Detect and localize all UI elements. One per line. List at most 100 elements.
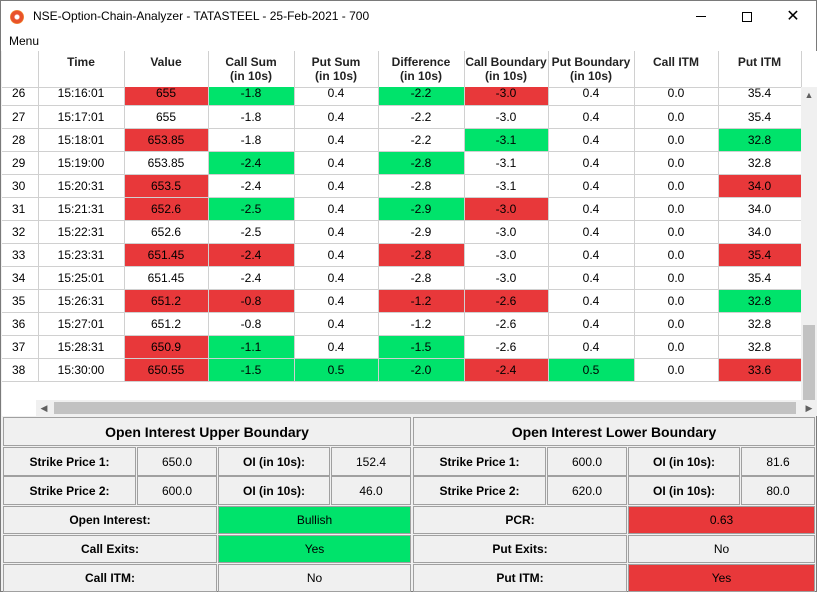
cell-value: 653.5 bbox=[124, 174, 209, 198]
cell-put-itm: 34.0 bbox=[718, 174, 801, 198]
cell-index: 37 bbox=[2, 335, 39, 359]
put-exits-label: Put Exits: bbox=[413, 535, 627, 563]
table-body: 26 15:16:01 655 -1.8 0.4 -2.2 -3.0 0.4 0.0 35.4 27… bbox=[2, 87, 801, 382]
cell-difference: -2.2 bbox=[378, 105, 465, 129]
horizontal-scrollbar[interactable]: ◀ ▶ bbox=[36, 400, 817, 416]
table-row[interactable]: 34 15:25:01 651.45 -2.4 0.4 -2.8 -3.0 0.4 0.0 35.… bbox=[2, 266, 801, 290]
oi-upper-oi2-value: 46.0 bbox=[331, 476, 411, 505]
cell-time: 15:17:01 bbox=[38, 105, 125, 129]
oi-lower-oi1-label: OI (in 10s): bbox=[628, 447, 740, 476]
window-title: NSE-Option-Chain-Analyzer - TATASTEEL - … bbox=[33, 9, 370, 23]
column-header-line1: Put ITM bbox=[737, 55, 782, 69]
oi-lower-strike2-label: Strike Price 2: bbox=[413, 476, 546, 505]
cell-index: 34 bbox=[2, 266, 39, 290]
cell-put-boundary: 0.4 bbox=[548, 335, 635, 359]
cell-time: 15:22:31 bbox=[38, 220, 125, 244]
cell-put-sum: 0.4 bbox=[294, 289, 379, 313]
column-header-put-sum[interactable]: Put Sum (in 10s) bbox=[294, 51, 379, 88]
column-header-call-sum[interactable]: Call Sum (in 10s) bbox=[208, 51, 295, 88]
table-row[interactable]: 37 15:28:31 650.9 -1.1 0.4 -1.5 -2.6 0.4 0.0 32.8 bbox=[2, 335, 801, 359]
cell-value: 652.6 bbox=[124, 197, 209, 221]
table-row[interactable]: 36 15:27:01 651.2 -0.8 0.4 -1.2 -2.6 0.4 0.0 32.8 bbox=[2, 312, 801, 336]
maximize-button[interactable] bbox=[724, 1, 770, 32]
cell-time: 15:20:31 bbox=[38, 174, 125, 198]
column-header-line1: Time bbox=[67, 55, 95, 69]
cell-put-boundary: 0.4 bbox=[548, 174, 635, 198]
cell-put-boundary: 0.4 bbox=[548, 243, 635, 267]
cell-call-itm: 0.0 bbox=[634, 220, 719, 244]
column-header-put-itm[interactable]: Put ITM bbox=[718, 51, 802, 88]
oi-lower-strike2-value: 620.0 bbox=[547, 476, 627, 505]
table-row[interactable]: 38 15:30:00 650.55 -1.5 0.5 -2.0 -2.4 0.5 0.0 33.… bbox=[2, 358, 801, 382]
cell-call-sum: -2.4 bbox=[208, 151, 295, 175]
cell-call-boundary: -3.0 bbox=[464, 220, 549, 244]
table-row[interactable]: 29 15:19:00 653.85 -2.4 0.4 -2.8 -3.1 0.4 0.0 32.… bbox=[2, 151, 801, 175]
scroll-left-icon[interactable]: ◀ bbox=[40, 403, 48, 413]
cell-put-itm: 35.4 bbox=[718, 105, 801, 129]
scroll-right-icon[interactable]: ▶ bbox=[805, 403, 813, 413]
cell-call-itm: 0.0 bbox=[634, 335, 719, 359]
column-header-call-itm[interactable]: Call ITM bbox=[634, 51, 719, 88]
cell-call-boundary: -3.0 bbox=[464, 87, 549, 106]
cell-put-sum: 0.4 bbox=[294, 220, 379, 244]
column-header-time[interactable]: Time bbox=[38, 51, 125, 88]
column-header-value[interactable]: Value bbox=[124, 51, 209, 88]
column-header-put-boundary[interactable]: Put Boundary (in 10s) bbox=[548, 51, 635, 88]
table-row[interactable]: 28 15:18:01 653.85 -1.8 0.4 -2.2 -3.1 0.4 0.0 32.… bbox=[2, 128, 801, 152]
cell-call-boundary: -3.1 bbox=[464, 151, 549, 175]
oi-upper-oi1-label: OI (in 10s): bbox=[218, 447, 330, 476]
cell-time: 15:27:01 bbox=[38, 312, 125, 336]
title-bar[interactable]: NSE-Option-Chain-Analyzer - TATASTEEL - … bbox=[1, 1, 816, 32]
cell-call-sum: -2.4 bbox=[208, 266, 295, 290]
oi-lower-title: Open Interest Lower Boundary bbox=[413, 417, 815, 446]
table-row[interactable]: 32 15:22:31 652.6 -2.5 0.4 -2.9 -3.0 0.4 0.0 34.0 bbox=[2, 220, 801, 244]
table-row[interactable]: 33 15:23:31 651.45 -2.4 0.4 -2.8 -3.0 0.4 0.0 35.… bbox=[2, 243, 801, 267]
call-exits-value: Yes bbox=[218, 535, 411, 563]
cell-put-itm: 35.4 bbox=[718, 87, 801, 106]
maximize-icon bbox=[742, 11, 752, 22]
table-body-viewport[interactable]: 26 15:16:01 655 -1.8 0.4 -2.2 -3.0 0.4 0.0 35.4 27… bbox=[2, 87, 801, 416]
cell-index: 32 bbox=[2, 220, 39, 244]
table-row[interactable]: 35 15:26:31 651.2 -0.8 0.4 -1.2 -2.6 0.4 0.0 32.8 bbox=[2, 289, 801, 313]
cell-put-itm: 35.4 bbox=[718, 243, 801, 267]
cell-value: 651.45 bbox=[124, 266, 209, 290]
vertical-scroll-thumb[interactable] bbox=[803, 325, 815, 413]
cell-value: 652.6 bbox=[124, 220, 209, 244]
table-row[interactable]: 31 15:21:31 652.6 -2.5 0.4 -2.9 -3.0 0.4 0.0 34.0 bbox=[2, 197, 801, 221]
scroll-up-icon[interactable]: ▲ bbox=[804, 90, 814, 100]
close-button[interactable]: ✕ bbox=[770, 1, 816, 32]
column-header-index[interactable] bbox=[2, 51, 39, 88]
table-row[interactable]: 27 15:17:01 655 -1.8 0.4 -2.2 -3.0 0.4 0.0 35.4 bbox=[2, 105, 801, 129]
oi-lower-oi1-value: 81.6 bbox=[741, 447, 815, 476]
cell-call-boundary: -3.0 bbox=[464, 197, 549, 221]
cell-call-itm: 0.0 bbox=[634, 243, 719, 267]
cell-put-sum: 0.4 bbox=[294, 335, 379, 359]
vertical-scrollbar[interactable]: ▲ ▼ bbox=[801, 87, 817, 416]
table-row[interactable]: 26 15:16:01 655 -1.8 0.4 -2.2 -3.0 0.4 0.0 35.4 bbox=[2, 87, 801, 106]
cell-call-boundary: -3.1 bbox=[464, 174, 549, 198]
cell-put-boundary: 0.4 bbox=[548, 266, 635, 290]
cell-put-sum: 0.4 bbox=[294, 312, 379, 336]
table-row[interactable]: 30 15:20:31 653.5 -2.4 0.4 -2.8 -3.1 0.4 0.0 34.0 bbox=[2, 174, 801, 198]
column-header-line2: (in 10s) bbox=[569, 69, 612, 83]
cell-call-sum: -1.8 bbox=[208, 87, 295, 106]
minimize-icon bbox=[696, 16, 706, 17]
cell-put-itm: 32.8 bbox=[718, 151, 801, 175]
cell-put-sum: 0.4 bbox=[294, 266, 379, 290]
horizontal-scroll-thumb[interactable] bbox=[54, 402, 796, 414]
cell-difference: -1.2 bbox=[378, 289, 465, 313]
column-header-call-boundary[interactable]: Call Boundary (in 10s) bbox=[464, 51, 549, 88]
cell-value: 653.85 bbox=[124, 128, 209, 152]
cell-put-sum: 0.4 bbox=[294, 151, 379, 175]
cell-put-itm: 32.8 bbox=[718, 128, 801, 152]
cell-difference: -2.9 bbox=[378, 220, 465, 244]
minimize-button[interactable] bbox=[678, 1, 724, 32]
cell-call-sum: -2.5 bbox=[208, 197, 295, 221]
put-itm-value: Yes bbox=[628, 564, 815, 592]
cell-value: 655 bbox=[124, 105, 209, 129]
menu-bar: Menu bbox=[1, 32, 816, 51]
column-header-difference[interactable]: Difference (in 10s) bbox=[378, 51, 465, 88]
oi-upper-oi2-label: OI (in 10s): bbox=[218, 476, 330, 505]
menu-item-menu[interactable]: Menu bbox=[9, 34, 40, 48]
